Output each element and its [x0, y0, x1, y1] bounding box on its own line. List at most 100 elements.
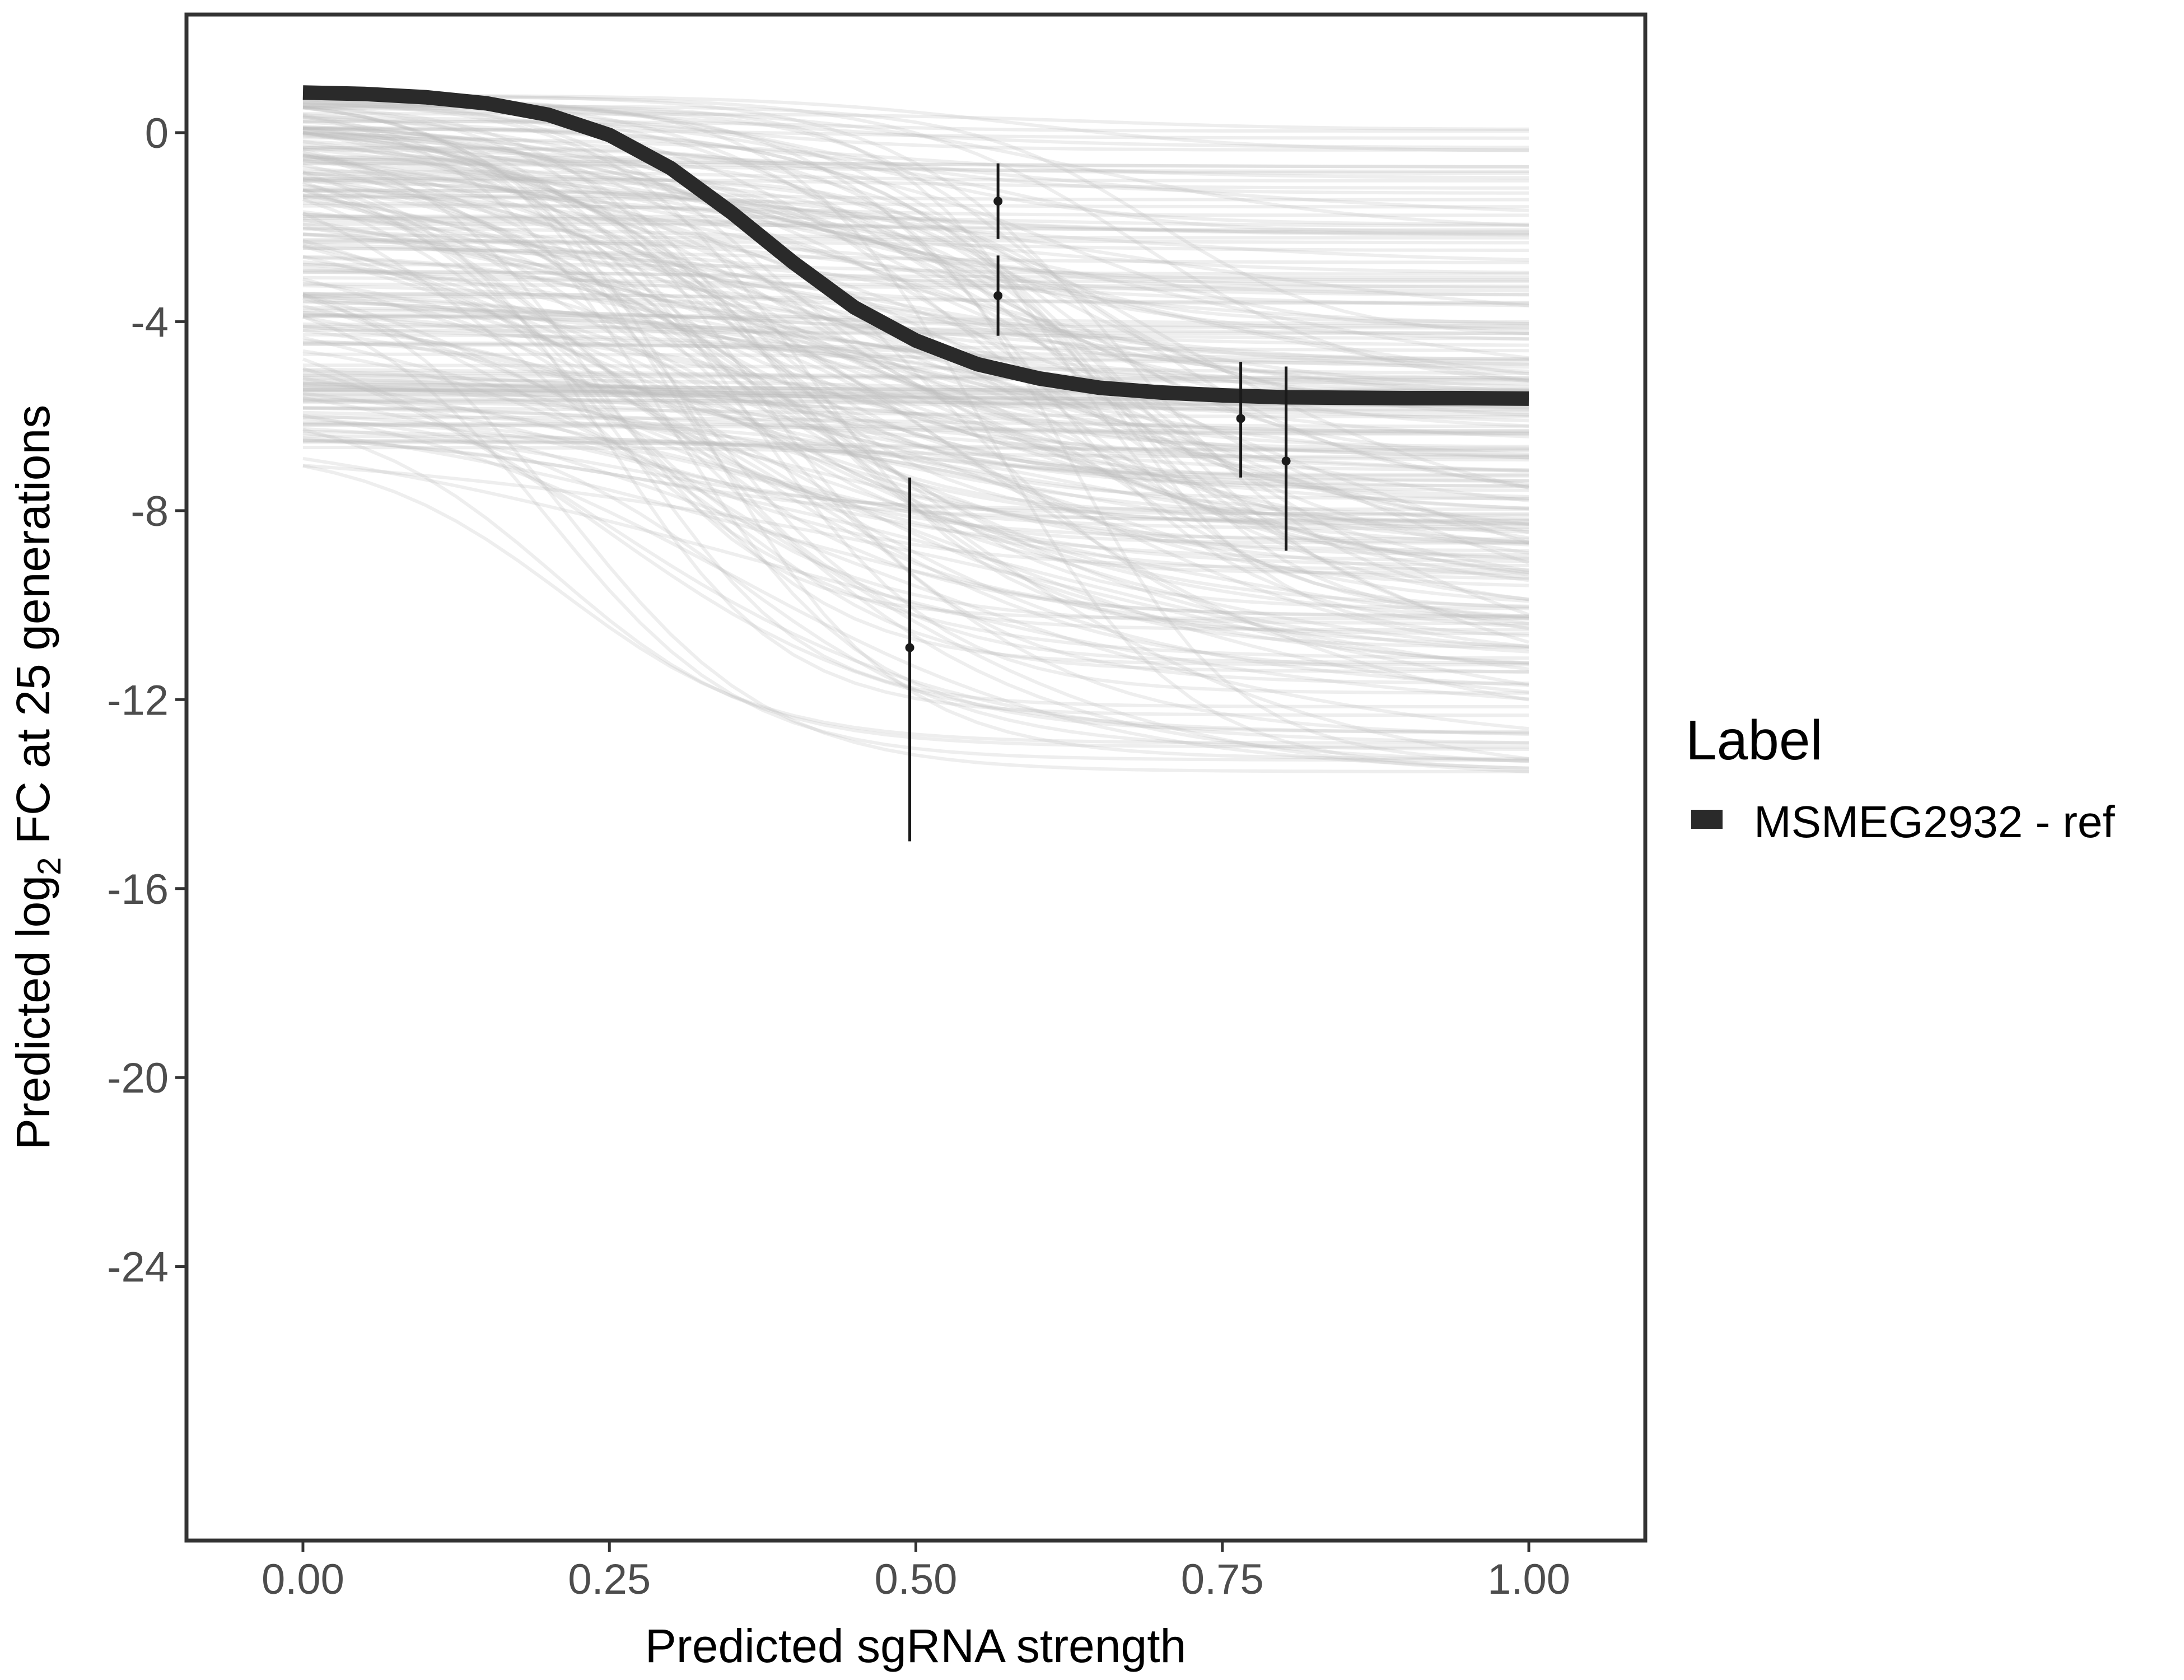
posterior-draw-line: [302, 158, 1529, 325]
posterior-draw-line: [302, 324, 1529, 674]
posterior-draw-line: [302, 431, 1529, 648]
posterior-draw-line: [302, 417, 1529, 751]
posterior-draw-line: [303, 155, 1529, 234]
posterior-draw-line: [302, 439, 1529, 452]
posterior-draw-line: [302, 384, 1529, 567]
panel-border: [184, 12, 1648, 1543]
posterior-draw-line: [302, 195, 1529, 608]
posterior-draw-line: [303, 170, 1529, 183]
posterior-draw-line: [302, 212, 1529, 433]
posterior-draw-line: [302, 146, 1529, 332]
posterior-draw-line: [302, 154, 1529, 564]
legend: Label MSMEG2932 - ref: [1686, 709, 2115, 847]
posterior-draw-line: [302, 132, 1529, 489]
posterior-draw-line: [302, 406, 1529, 472]
posterior-draw-line: [302, 153, 1529, 477]
posterior-draw-line: [302, 266, 1529, 553]
y-tick-label: -8: [130, 488, 169, 535]
posterior-draw-line: [302, 378, 1529, 391]
posterior-draw-line: [302, 269, 1529, 279]
posterior-draw-line: [302, 188, 1529, 665]
posterior-draw-line: [303, 398, 1529, 412]
posterior-draw-line: [302, 126, 1529, 666]
posterior-draw-line: [302, 381, 1529, 473]
posterior-draw-line: [302, 357, 1529, 745]
legend-title: Label: [1686, 709, 1823, 772]
posterior-draw-line: [303, 315, 1529, 328]
posterior-draw-line: [302, 132, 1529, 274]
posterior-draw-line: [302, 171, 1529, 695]
posterior-draw-line: [302, 293, 1529, 773]
x-axis-title: Predicted sgRNA strength: [645, 1620, 1187, 1672]
posterior-draw-line: [302, 232, 1529, 373]
posterior-draw-line: [302, 291, 1529, 305]
posterior-draw-line: [302, 95, 1529, 383]
posterior-draw-line: [302, 397, 1529, 674]
x-tick-label: 0.00: [262, 1556, 344, 1603]
posterior-draw-line: [302, 363, 1529, 375]
y-tick-label: 0: [145, 110, 169, 157]
posterior-draw-line: [302, 178, 1529, 392]
posterior-draw-line: [302, 349, 1529, 773]
posterior-draw-line: [302, 260, 1529, 708]
posterior-draw-line: [303, 416, 1529, 428]
posterior-draw-line: [302, 311, 1529, 555]
posterior-draw-line: [302, 127, 1529, 458]
posterior-draw-line: [302, 152, 1529, 492]
y-tick-label: -20: [107, 1054, 169, 1102]
posterior-draw-line: [302, 376, 1529, 626]
posterior-draw-line: [302, 215, 1529, 262]
posterior-draw-line: [302, 396, 1529, 731]
posterior-draw-line: [302, 277, 1529, 526]
posterior-draw-line: [302, 255, 1529, 649]
posterior-draw-line: [302, 105, 1529, 478]
posterior-draw-line: [302, 179, 1529, 307]
posterior-draw-line: [303, 342, 1529, 510]
posterior-draw-line: [302, 293, 1529, 531]
y-tick-label: -12: [107, 676, 169, 724]
posterior-draw-line: [302, 367, 1529, 735]
posterior-draw-line: [302, 130, 1529, 459]
posterior-draw-line: [302, 189, 1529, 360]
posterior-draw-line: [302, 339, 1529, 618]
posterior-draw-line: [303, 446, 1529, 459]
posterior-draw-line: [302, 329, 1529, 521]
observation-point: [1236, 414, 1245, 423]
x-tick-label: 1.00: [1487, 1556, 1570, 1603]
posterior-draw-line: [302, 210, 1529, 400]
posterior-draw-line: [302, 171, 1529, 483]
posterior-draw-line: [302, 293, 1529, 667]
posterior-draw-line: [303, 195, 1529, 209]
x-tick-label: 0.75: [1181, 1556, 1264, 1603]
posterior-draw-line: [302, 464, 1529, 745]
posterior-draw-line: [302, 211, 1529, 660]
posterior-draw-line: [302, 127, 1529, 575]
posterior-draw-line: [302, 136, 1529, 180]
posterior-draw-line: [303, 194, 1529, 638]
posterior-draw-line: [302, 438, 1529, 451]
posterior-draw-line: [302, 246, 1529, 264]
posterior-draw-line: [302, 400, 1529, 587]
y-axis-title-prefix: Predicted log: [7, 875, 59, 1150]
series-layer: [302, 85, 1529, 406]
posterior-draw-line: [302, 420, 1529, 511]
posterior-draw-line: [302, 183, 1529, 717]
posterior-draw-line: [302, 127, 1529, 140]
posterior-draw-line: [302, 270, 1529, 283]
posterior-draw-line: [303, 222, 1529, 235]
posterior-draw-line: [302, 410, 1529, 547]
posterior-draw-line: [302, 101, 1529, 601]
posterior-draw-line: [302, 193, 1529, 417]
posterior-draw-line: [302, 422, 1529, 435]
posterior-draw-line: [302, 295, 1529, 460]
posterior-draw-line: [302, 139, 1529, 297]
posterior-draw-line: [303, 176, 1529, 560]
posterior-draw-line: [302, 333, 1529, 620]
y-axis: 0 -4 -8 -12 -16 -20 -24: [107, 110, 185, 1291]
posterior-draw-line: [302, 292, 1529, 573]
posterior-draw-line: [302, 128, 1529, 290]
posterior-draw-line: [302, 436, 1529, 671]
posterior-draw-line: [303, 214, 1529, 227]
posterior-draw-line: [303, 352, 1529, 366]
posterior-draw-line: [302, 304, 1529, 581]
